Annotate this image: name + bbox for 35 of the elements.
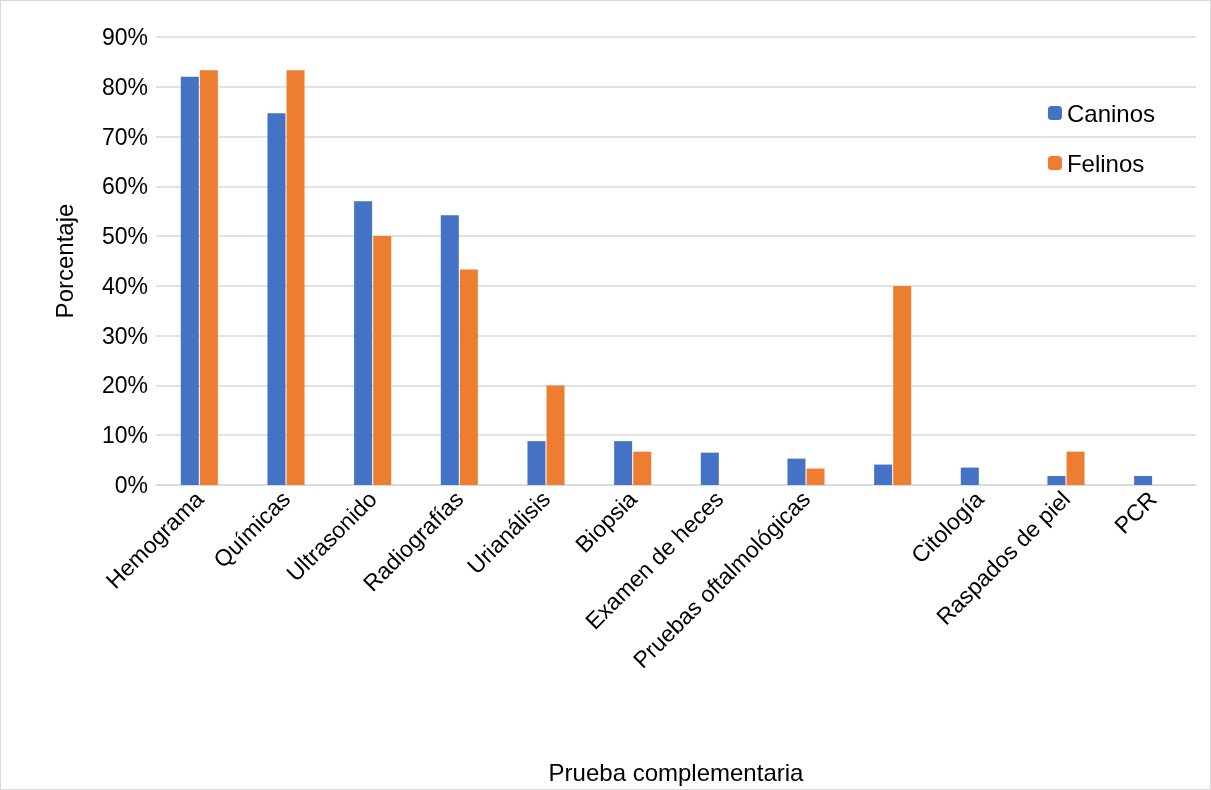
bar [527,441,546,485]
bar [180,76,199,485]
y-tick-label: 40% [101,272,148,299]
bar [373,236,392,485]
bar [787,458,806,485]
bar [960,467,979,485]
y-tick-label: 30% [101,322,148,349]
bar [1134,476,1153,485]
y-tick-label: 80% [101,73,148,100]
y-tick-label: 10% [101,422,148,449]
bar [700,452,719,485]
x-axis-title: Prueba complementaria [548,758,805,786]
bar [440,215,459,485]
bar [286,70,305,485]
y-tick-label: 0% [114,472,148,498]
y-tick-label: 90% [101,24,148,50]
y-tick-label: 50% [101,223,148,250]
bar [874,464,893,485]
legend-label: Felinos [1066,149,1145,177]
y-tick-label: 70% [101,123,148,150]
bar [267,113,286,485]
bar [199,70,218,485]
bar [633,451,652,485]
bar [614,441,633,485]
bar [1047,476,1066,485]
bar [1066,451,1085,485]
bar [354,201,373,485]
bar [893,285,912,485]
y-tick-label: 60% [101,173,148,200]
legend-label: Caninos [1066,99,1156,127]
y-axis-title: Porcentaje [50,203,78,319]
y-tick-label: 20% [101,372,148,399]
bar [806,468,825,485]
bar [459,269,478,485]
bar [546,385,565,485]
